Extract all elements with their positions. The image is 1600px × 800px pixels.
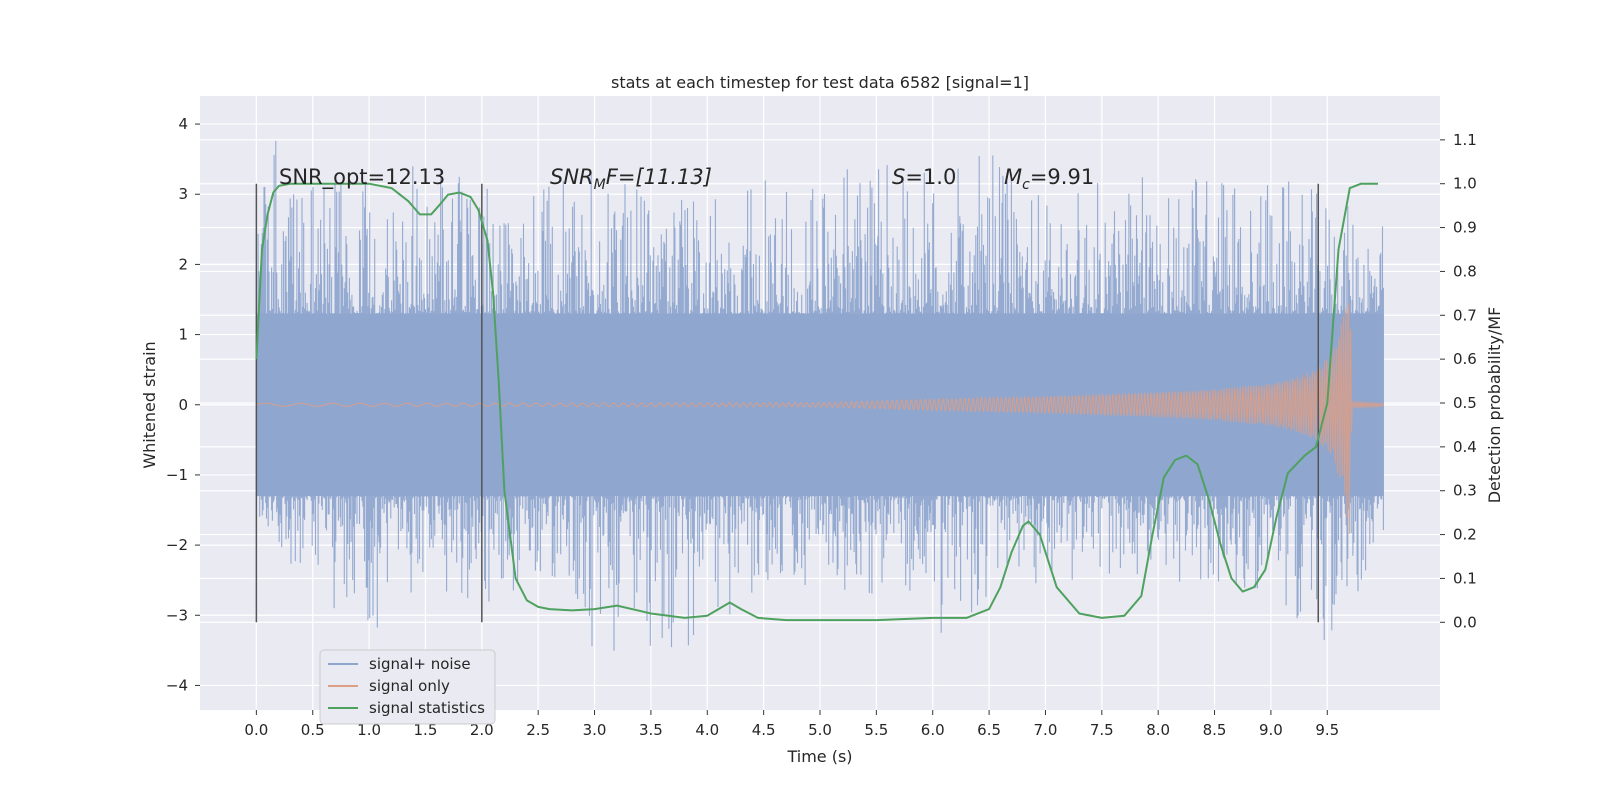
y-tick-label: −1 <box>166 466 188 484</box>
legend-label-stats: signal statistics <box>369 699 485 717</box>
signal-statistics-series <box>255 182 1378 622</box>
y-right-tick-label: 0.9 <box>1453 219 1477 237</box>
y-tick-label: 1 <box>178 326 188 344</box>
y-tick-label: −2 <box>166 536 188 554</box>
x-tick-label: 7.0 <box>1034 721 1058 739</box>
x-tick-label: 5.0 <box>808 721 832 739</box>
y-right-tick-label: 0.7 <box>1453 306 1477 324</box>
x-tick-label: 1.5 <box>414 721 438 739</box>
chart-title: stats at each timestep for test data 658… <box>611 73 1029 92</box>
x-tick-label: 1.0 <box>357 721 381 739</box>
x-tick-label: 9.5 <box>1315 721 1339 739</box>
x-tick-label: 2.5 <box>526 721 550 739</box>
x-tick-label: 6.0 <box>921 721 945 739</box>
legend-box <box>319 649 496 725</box>
x-tick-label: 8.0 <box>1146 721 1170 739</box>
x-tick-label: 2.0 <box>470 721 494 739</box>
y-right-tick-label: 1.0 <box>1453 175 1477 193</box>
x-tick-label: 0.0 <box>244 721 268 739</box>
legend-label-signal: signal only <box>369 677 450 695</box>
y-right-tick-label: 0.8 <box>1453 262 1477 280</box>
annotation-snr-opt: SNR_opt=12.13 <box>279 165 445 190</box>
y-tick-label: 4 <box>178 115 188 133</box>
x-tick-label: 9.0 <box>1259 721 1283 739</box>
x-tick-label: 0.5 <box>301 721 325 739</box>
y-tick-label: 0 <box>178 396 188 414</box>
legend-label-noise: signal+ noise <box>369 655 471 673</box>
annotation-snr-mf: SNRMF=[11.13] <box>550 165 712 193</box>
y-tick-label: 2 <box>178 255 188 273</box>
y-tick-label: −3 <box>166 606 188 624</box>
x-tick-label: 8.5 <box>1203 721 1227 739</box>
tick-labels: 0.0 0.5 1.0 1.5 2.0 2.5 3.0 3.5 4.0 4.5 5.0 5.5 6.0 6… <box>166 115 1477 739</box>
y-right-tick-label: 1.1 <box>1453 131 1477 149</box>
x-tick-label: 4.0 <box>695 721 719 739</box>
signal-statistics-line <box>255 182 1378 622</box>
y-right-tick-label: 0.6 <box>1453 350 1477 368</box>
x-tick-label: 6.5 <box>977 721 1001 739</box>
vertical-markers <box>255 183 1320 623</box>
x-tick-label: 5.5 <box>864 721 888 739</box>
annotation-mc: Mc=9.91 <box>1004 165 1094 193</box>
y-right-tick-label: 0.1 <box>1453 569 1477 587</box>
y-right-tick-label: 0.4 <box>1453 438 1477 456</box>
signal-only-series <box>256 303 1385 534</box>
y-right-tick-label: 0.0 <box>1453 613 1477 631</box>
y-right-tick-label: 0.3 <box>1453 482 1477 500</box>
x-tick-label: 3.0 <box>583 721 607 739</box>
y-tick-label: 3 <box>178 185 188 203</box>
y-right-tick-label: 0.5 <box>1453 394 1477 412</box>
y-axis-label: Whitened strain <box>140 341 159 468</box>
annotation-s: S=1.0 <box>892 165 956 189</box>
x-tick-label: 7.5 <box>1090 721 1114 739</box>
y-tick-label: −4 <box>166 676 188 694</box>
x-tick-label: 3.5 <box>639 721 663 739</box>
x-tick-label: 4.5 <box>752 721 776 739</box>
y-right-axis-label: Detection probability/MF <box>1485 307 1504 504</box>
legend: signal+ noise signal only signal statist… <box>319 649 496 725</box>
x-axis-label: Time (s) <box>786 747 852 766</box>
signal-only-line <box>256 303 1385 534</box>
y-right-tick-label: 0.2 <box>1453 526 1477 544</box>
